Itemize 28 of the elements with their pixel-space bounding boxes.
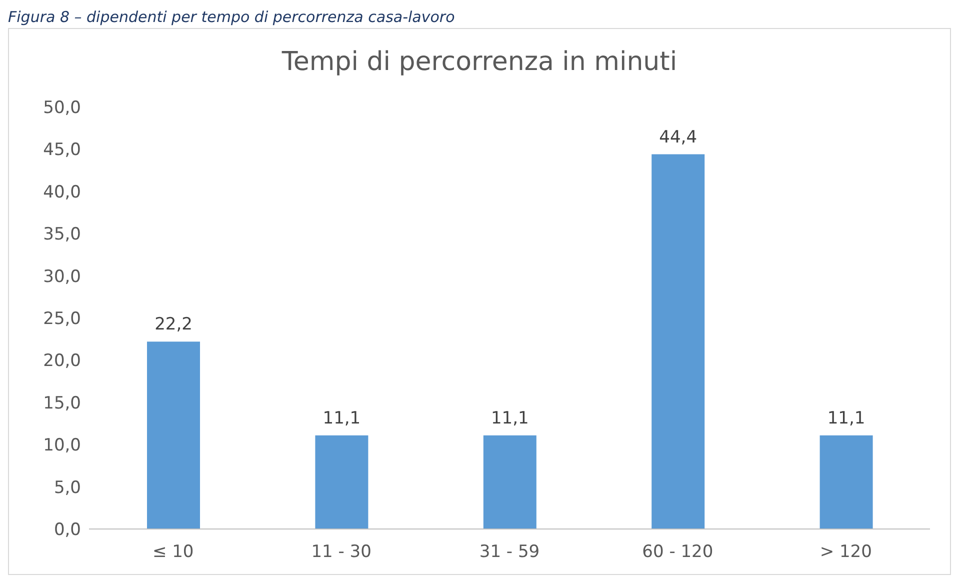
x-tick-label: > 120	[820, 542, 872, 562]
bar	[820, 435, 873, 529]
y-tick-label: 45,0	[43, 140, 81, 160]
x-tick-label: 60 - 120	[642, 542, 714, 562]
y-tick-label: 30,0	[43, 266, 81, 287]
x-tick-label: 31 - 59	[479, 542, 540, 562]
text: Figura 8 – dipendenti per tempo di percorrenza casa-lavoro	[8, 8, 456, 28]
y-tick-label: 35,0	[43, 224, 81, 245]
data-label: 22,2	[154, 314, 192, 335]
y-tick-label: 25,0	[43, 309, 81, 330]
data-label: 11,1	[490, 408, 529, 428]
bar	[483, 435, 536, 529]
data-label: 11,1	[322, 408, 361, 428]
chart-title: Tempi di percorrenza in minuti	[280, 46, 678, 79]
y-tick-label: 0,0	[54, 520, 81, 540]
bar	[147, 342, 200, 529]
y-tick-label: 5,0	[54, 478, 81, 498]
x-tick-label: ≤ 10	[152, 542, 194, 562]
data-label: 11,1	[827, 408, 866, 428]
y-tick-label: 15,0	[43, 393, 81, 414]
y-tick-label: 10,0	[43, 436, 81, 456]
x-tick-label: 11 - 30	[311, 542, 372, 562]
bar	[652, 154, 705, 529]
y-tick-label: 50,0	[43, 98, 81, 118]
y-tick-label: 20,0	[43, 351, 81, 372]
bar	[315, 435, 368, 529]
data-label: 44,4	[659, 127, 698, 148]
y-tick-label: 40,0	[43, 182, 81, 202]
